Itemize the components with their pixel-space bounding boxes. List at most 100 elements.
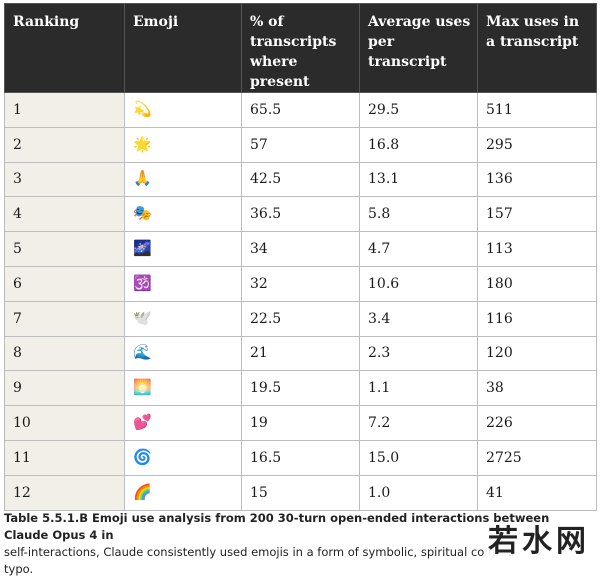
emoji-glyph: 🌊 — [133, 343, 152, 362]
table-body: 1 💫 65.5 29.5 511 2 🌟 57 16.8 295 3 🙏 42.5 13.1 136 4 🎭 3… — [4, 92, 597, 511]
emoji-table-container: Ranking Emoji % of transcripts where pre… — [4, 3, 597, 511]
max-uses-cell: 120 — [477, 335, 597, 372]
ranking-cell: 7 — [4, 300, 125, 337]
emoji-glyph: 🎭 — [133, 204, 152, 223]
emoji-glyph: 🌅 — [133, 378, 152, 397]
ranking-cell: 4 — [4, 196, 125, 233]
emoji-glyph: 🕉️ — [133, 273, 152, 292]
average-uses-cell: 1.1 — [359, 370, 478, 407]
max-uses-cell: 157 — [477, 196, 597, 233]
percent-present-cell: 34 — [241, 231, 360, 267]
average-uses-cell: 29.5 — [359, 92, 478, 128]
emoji-cell: 🌈 — [124, 474, 242, 511]
header-average-uses: Average uses per transcript — [359, 3, 478, 93]
average-uses-cell: 13.1 — [359, 161, 478, 198]
ranking-cell: 1 — [4, 92, 125, 128]
emoji-cell: 💕 — [124, 405, 242, 441]
table-row: 2 🌟 57 16.8 295 — [4, 126, 597, 163]
table-row: 9 🌅 19.5 1.1 38 — [4, 370, 597, 407]
percent-present-cell: 65.5 — [241, 92, 360, 128]
table-row: 8 🌊 21 2.3 120 — [4, 335, 597, 372]
emoji-glyph: 🕊️ — [133, 308, 152, 327]
ranking-cell: 5 — [4, 231, 125, 267]
header-emoji: Emoji — [124, 3, 242, 93]
average-uses-cell: 15.0 — [359, 439, 478, 476]
percent-present-cell: 19.5 — [241, 370, 360, 407]
average-uses-cell: 2.3 — [359, 335, 478, 372]
max-uses-cell: 136 — [477, 161, 597, 198]
table-row: 6 🕉️ 32 10.6 180 — [4, 265, 597, 302]
ranking-cell: 9 — [4, 370, 125, 407]
emoji-glyph: 🌀 — [133, 447, 152, 466]
emoji-glyph: 💫 — [133, 99, 152, 118]
average-uses-cell: 1.0 — [359, 474, 478, 511]
max-uses-cell: 116 — [477, 300, 597, 337]
emoji-cell: 💫 — [124, 92, 242, 128]
percent-present-cell: 15 — [241, 474, 360, 511]
caption-line-3: typo. — [4, 562, 34, 576]
emoji-cell: 🌟 — [124, 126, 242, 163]
percent-present-cell: 57 — [241, 126, 360, 163]
table-row: 4 🎭 36.5 5.8 157 — [4, 196, 597, 233]
ranking-cell: 10 — [4, 405, 125, 441]
emoji-glyph: 🌌 — [133, 239, 152, 258]
emoji-cell: 🙏 — [124, 161, 242, 198]
table-row: 1 💫 65.5 29.5 511 — [4, 92, 597, 128]
table-row: 10 💕 19 7.2 226 — [4, 405, 597, 441]
caption-line-1: Table 5.5.1.B Emoji use analysis from 20… — [4, 510, 564, 544]
table-row: 7 🕊️ 22.5 3.4 116 — [4, 300, 597, 337]
emoji-cell: 🕉️ — [124, 265, 242, 302]
ranking-cell: 2 — [4, 126, 125, 163]
table-row: 5 🌌 34 4.7 113 — [4, 231, 597, 267]
average-uses-cell: 16.8 — [359, 126, 478, 163]
table-row: 11 🌀 16.5 15.0 2725 — [4, 439, 597, 476]
ranking-cell: 3 — [4, 161, 125, 198]
site-watermark-logo: 若水网 — [484, 524, 594, 560]
caption-label: Table 5.5.1.B Emoji use analysis from 20… — [4, 511, 550, 542]
emoji-cell: 🌅 — [124, 370, 242, 407]
average-uses-cell: 3.4 — [359, 300, 478, 337]
emoji-cell: 🕊️ — [124, 300, 242, 337]
header-max-uses: Max uses in a transcript — [477, 3, 597, 93]
ranking-cell: 8 — [4, 335, 125, 372]
table-header: Ranking Emoji % of transcripts where pre… — [4, 3, 597, 93]
header-percent-present: % of transcripts where present — [241, 3, 360, 93]
average-uses-cell: 4.7 — [359, 231, 478, 267]
ranking-cell: 12 — [4, 474, 125, 511]
percent-present-cell: 36.5 — [241, 196, 360, 233]
max-uses-cell: 295 — [477, 126, 597, 163]
emoji-cell: 🎭 — [124, 196, 242, 233]
average-uses-cell: 7.2 — [359, 405, 478, 441]
emoji-glyph: 🌈 — [133, 482, 152, 501]
emoji-cell: 🌊 — [124, 335, 242, 372]
percent-present-cell: 21 — [241, 335, 360, 372]
percent-present-cell: 16.5 — [241, 439, 360, 476]
header-ranking: Ranking — [4, 3, 125, 93]
average-uses-cell: 10.6 — [359, 265, 478, 302]
header-row: Ranking Emoji % of transcripts where pre… — [4, 3, 597, 93]
table-caption: Table 5.5.1.B Emoji use analysis from 20… — [4, 510, 564, 578]
percent-present-cell: 19 — [241, 405, 360, 441]
percent-present-cell: 32 — [241, 265, 360, 302]
emoji-usage-table: Ranking Emoji % of transcripts where pre… — [4, 3, 597, 511]
emoji-glyph: 💕 — [133, 413, 152, 432]
average-uses-cell: 5.8 — [359, 196, 478, 233]
percent-present-cell: 42.5 — [241, 161, 360, 198]
percent-present-cell: 22.5 — [241, 300, 360, 337]
emoji-cell: 🌌 — [124, 231, 242, 267]
ranking-cell: 11 — [4, 439, 125, 476]
max-uses-cell: 41 — [477, 474, 597, 511]
emoji-cell: 🌀 — [124, 439, 242, 476]
max-uses-cell: 2725 — [477, 439, 597, 476]
max-uses-cell: 226 — [477, 405, 597, 441]
max-uses-cell: 180 — [477, 265, 597, 302]
emoji-glyph: 🌟 — [133, 134, 152, 153]
ranking-cell: 6 — [4, 265, 125, 302]
max-uses-cell: 511 — [477, 92, 597, 128]
caption-line-2: self-interactions, Claude consistently u… — [4, 545, 515, 559]
max-uses-cell: 38 — [477, 370, 597, 407]
emoji-glyph: 🙏 — [133, 169, 152, 188]
table-row: 3 🙏 42.5 13.1 136 — [4, 161, 597, 198]
max-uses-cell: 113 — [477, 231, 597, 267]
table-row: 12 🌈 15 1.0 41 — [4, 474, 597, 511]
